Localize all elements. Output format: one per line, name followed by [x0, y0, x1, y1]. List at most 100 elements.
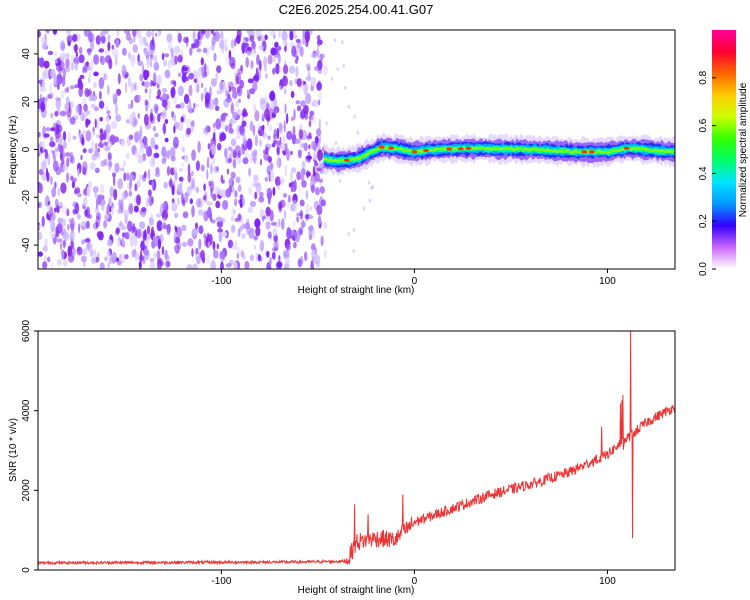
- spectrogram-tone-band: [323, 144, 675, 164]
- spectrogram-noise-cell: [248, 167, 252, 177]
- spectrogram-noise-layer: [38, 30, 375, 269]
- spectrogram-noise-cell: [153, 72, 157, 84]
- spectrogram-noise-cell: [161, 52, 165, 61]
- spectrogram-noise-cell: [103, 220, 108, 229]
- spectrogram-noise-cell: [134, 226, 137, 239]
- spectrogram-noise-cell: [187, 172, 192, 183]
- spectrogram-noise-cell: [114, 162, 120, 173]
- spectrogram-noise-cell: [262, 124, 265, 130]
- spectrogram-noise-cell: [50, 220, 56, 233]
- spectrogram-noise-cell: [320, 235, 324, 247]
- spectrogram-noise-cell: [81, 221, 86, 226]
- spectrogram-noise-cell: [230, 171, 236, 179]
- spectrogram-noise-cell: [247, 46, 252, 52]
- spectrogram-noise-cell: [55, 229, 60, 238]
- spectrogram-noise-cell: [195, 160, 200, 172]
- spectrogram-noise-cell: [281, 218, 285, 230]
- spectrogram-noise-cell: [41, 42, 48, 50]
- spectrogram-noise-cell: [342, 64, 345, 69]
- spectrogram-noise-cell: [46, 30, 50, 35]
- spectrogram-noise-cell: [318, 118, 321, 130]
- spectrogram-noise-cell: [133, 31, 136, 43]
- spectrogram-noise-cell: [286, 130, 293, 140]
- spectrogram-noise-cell: [225, 263, 232, 268]
- spectrogram-noise-cell: [91, 140, 94, 152]
- spectrogram-noise-cell: [323, 222, 328, 229]
- spectrogram-noise-cell: [218, 231, 223, 243]
- spectrogram-noise-cell: [235, 135, 241, 140]
- spectrogram-noise-cell: [67, 223, 70, 231]
- spectrogram-noise-cell: [216, 142, 222, 151]
- spectrogram-noise-cell: [157, 31, 161, 38]
- spectrogram-noise-cell: [220, 113, 226, 123]
- spectrogram-noise-cell: [204, 92, 211, 105]
- spectrogram-noise-cell: [125, 152, 130, 160]
- spectrogram-noise-cell: [289, 30, 294, 41]
- spectrogram-noise-cell: [273, 47, 279, 56]
- spectrogram-noise-cell: [213, 52, 217, 62]
- spectrogram-noise-cell: [51, 187, 57, 198]
- spectrogram-noise-cell: [142, 153, 147, 162]
- spectrogram-noise-cell: [183, 36, 189, 44]
- spectrogram-x-label: Height of straight line (km): [298, 285, 415, 296]
- spectrogram-noise-cell: [234, 38, 237, 47]
- spectrogram-noise-cell: [157, 239, 162, 250]
- spectrogram-noise-cell: [192, 31, 196, 43]
- spectrogram-noise-cell: [191, 149, 197, 161]
- spectrogram-noise-cell: [106, 250, 111, 261]
- spectrogram-noise-cell: [43, 60, 50, 69]
- spectrogram-noise-cell: [213, 97, 219, 106]
- spectrogram-noise-cell: [192, 263, 198, 269]
- spectrogram-noise-cell: [305, 93, 312, 105]
- spectrogram-noise-cell: [56, 73, 63, 85]
- spectrogram-noise-cell: [311, 249, 315, 260]
- spectrogram-noise-cell: [76, 246, 83, 256]
- spectrogram-noise-cell: [330, 76, 334, 81]
- spectrogram-noise-cell: [133, 83, 136, 91]
- spectrogram-noise-cell: [171, 198, 175, 204]
- spectrogram-noise-cell: [299, 46, 304, 57]
- spectrogram-noise-cell: [203, 195, 207, 201]
- spectrogram-noise-cell: [82, 66, 85, 74]
- spectrogram-noise-cell: [235, 34, 241, 45]
- spectrogram-peak-cell: [457, 147, 464, 151]
- spectrogram-noise-cell: [268, 196, 271, 205]
- spectrogram-noise-cell: [58, 60, 65, 71]
- spectrogram-noise-cell: [306, 170, 309, 179]
- spectrogram-noise-cell: [190, 120, 195, 127]
- spectrogram-noise-cell: [115, 103, 118, 116]
- spectrogram-noise-cell: [300, 167, 306, 176]
- spectrogram-noise-cell: [161, 210, 168, 221]
- spectrogram-noise-cell: [225, 55, 230, 66]
- spectrogram-noise-cell: [52, 30, 58, 35]
- spectrogram-noise-cell: [38, 131, 41, 138]
- spectrogram-noise-cell: [264, 73, 268, 79]
- spectrogram-noise-cell: [189, 184, 196, 191]
- spectrogram-noise-cell: [284, 103, 287, 114]
- spectrogram-noise-cell: [249, 120, 254, 132]
- spectrogram-noise-cell: [86, 186, 91, 198]
- spectrogram-noise-cell: [230, 62, 236, 70]
- spectrogram-noise-cell: [313, 65, 320, 72]
- spectrogram-noise-cell: [124, 81, 128, 94]
- spectrogram-noise-cell: [244, 42, 249, 48]
- spectrogram-noise-cell: [136, 180, 141, 188]
- spectrogram-noise-cell: [129, 235, 134, 248]
- spectrogram-noise-cell: [212, 157, 216, 165]
- spectrogram-noise-cell: [98, 100, 105, 109]
- colorbar-label: Normalized spectral amplitude: [738, 82, 749, 217]
- spectrogram-noise-cell: [151, 30, 155, 38]
- spectrogram-noise-cell: [138, 134, 142, 145]
- spectrogram-noise-cell: [242, 133, 247, 146]
- spectrogram-noise-cell: [294, 138, 301, 144]
- spectrogram-noise-cell: [200, 57, 204, 66]
- spectrogram-noise-cell: [63, 231, 70, 242]
- spectrogram-noise-cell: [50, 112, 54, 119]
- spectrogram-noise-cell: [223, 37, 228, 49]
- spectrogram-noise-cell: [241, 120, 247, 127]
- spectrogram-noise-cell: [274, 176, 281, 187]
- spectrogram-noise-cell: [166, 166, 171, 176]
- spectrogram-noise-cell: [47, 200, 51, 206]
- spectrogram-noise-cell: [200, 164, 205, 172]
- spectrogram-noise-cell: [123, 159, 126, 168]
